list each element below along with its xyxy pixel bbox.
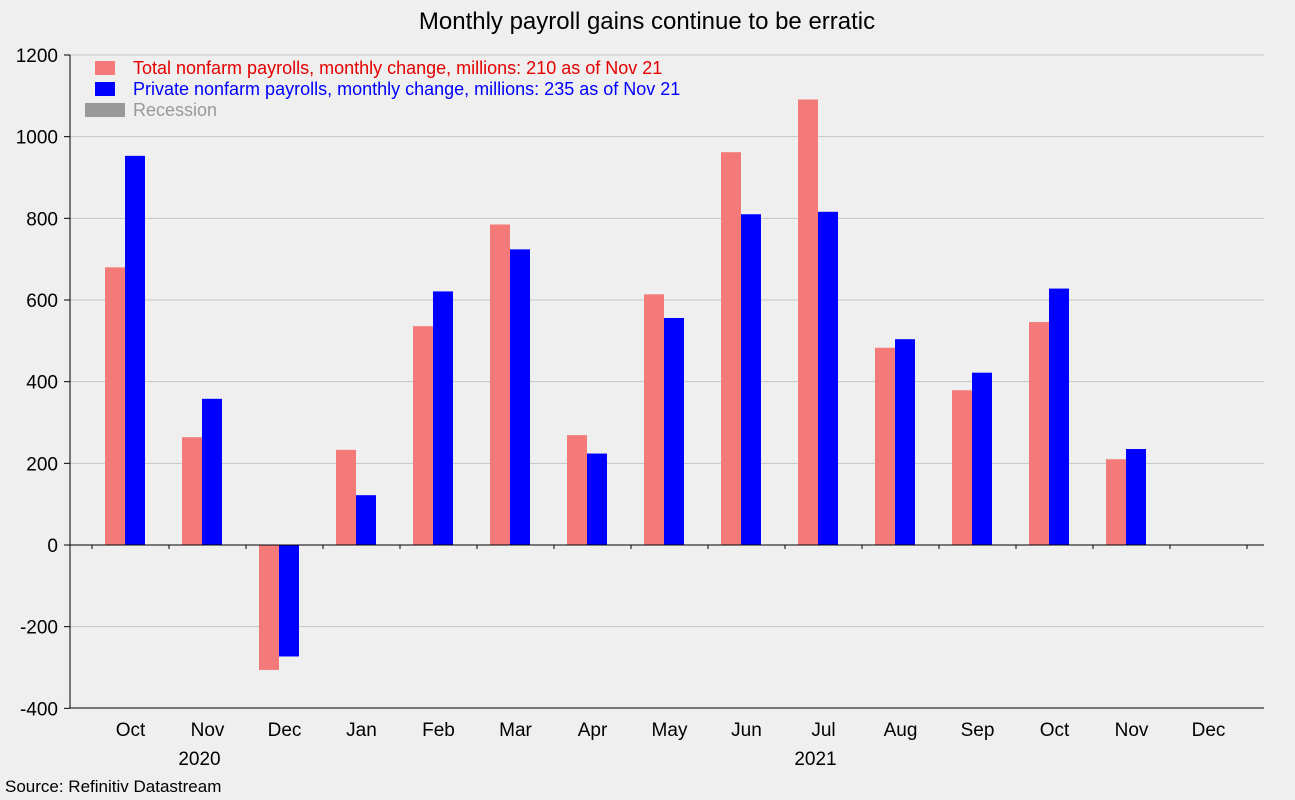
legend-label: Recession xyxy=(133,100,217,120)
bar-series-1 xyxy=(875,347,895,545)
bar-series-1 xyxy=(105,267,125,545)
x-tick-label: Nov xyxy=(1115,720,1149,741)
bar-series-1 xyxy=(490,224,510,546)
y-tick-label: -200 xyxy=(20,618,58,639)
x-tick-label: Aug xyxy=(884,720,918,741)
chart-title: Monthly payroll gains continue to be err… xyxy=(419,8,875,35)
y-tick-label: 400 xyxy=(26,373,58,394)
x-tick-label: Nov xyxy=(191,720,225,741)
bar-series-1 xyxy=(182,437,202,545)
x-tick-label: Sep xyxy=(961,720,995,741)
x-tick-label: Oct xyxy=(1040,720,1070,741)
bar-series-1 xyxy=(721,152,741,545)
bar-series-1 xyxy=(1106,459,1126,545)
legend-swatch xyxy=(95,61,115,75)
bar-series-2 xyxy=(587,453,607,545)
bar-series-2 xyxy=(356,495,376,545)
y-tick-label: 800 xyxy=(26,209,58,230)
legend: Total nonfarm payrolls, monthly change, … xyxy=(85,58,680,120)
bar-series-2 xyxy=(1126,449,1146,545)
bars xyxy=(105,99,1146,670)
bar-series-2 xyxy=(202,398,222,545)
legend-swatch xyxy=(85,103,125,117)
x-tick-label: Oct xyxy=(116,720,146,741)
bar-series-2 xyxy=(972,372,992,545)
axes: -400 -200 0 200 400 600 800 1000 1200 Oct Nov Dec Ja… xyxy=(16,46,1264,770)
legend-label: Total nonfarm payrolls, monthly change, … xyxy=(133,58,662,78)
legend-swatch xyxy=(95,82,115,96)
x-tick-label: Jul xyxy=(811,720,835,741)
bar-series-1 xyxy=(798,99,818,545)
x-tick-label: May xyxy=(652,720,688,741)
legend-label: Private nonfarm payrolls, monthly change… xyxy=(133,79,680,99)
x-tick-label: Apr xyxy=(578,720,608,741)
bar-series-2 xyxy=(125,155,145,545)
bar-series-1 xyxy=(336,449,356,545)
bar-series-1 xyxy=(259,545,279,670)
year-label: 2021 xyxy=(794,749,836,770)
x-tick-label: Dec xyxy=(1192,720,1226,741)
y-tick-label: 1200 xyxy=(16,46,58,67)
source-note: Source: Refinitiv Datastream xyxy=(5,777,221,796)
y-tick-label: 1000 xyxy=(16,128,58,149)
y-tick-label: 200 xyxy=(26,454,58,475)
y-tick-label: 600 xyxy=(26,291,58,312)
y-tick-label: -400 xyxy=(20,699,58,720)
bar-series-2 xyxy=(433,291,453,545)
bar-series-1 xyxy=(1029,322,1049,545)
bar-series-2 xyxy=(1049,288,1069,545)
x-tick-label: Mar xyxy=(499,720,532,741)
year-label: 2020 xyxy=(178,749,220,770)
bar-series-1 xyxy=(644,294,664,545)
y-tick-label: 0 xyxy=(47,536,58,557)
bar-series-2 xyxy=(741,214,761,545)
x-tick-label: Jan xyxy=(346,720,377,741)
bar-series-1 xyxy=(567,435,587,545)
bar-series-2 xyxy=(664,317,684,545)
bar-series-1 xyxy=(952,390,972,545)
x-tick-label: Jun xyxy=(731,720,762,741)
bar-series-2 xyxy=(510,249,530,545)
bar-series-1 xyxy=(413,326,433,545)
bar-series-2 xyxy=(818,211,838,546)
x-tick-label: Feb xyxy=(422,720,455,741)
x-tick-label: Dec xyxy=(268,720,302,741)
bar-series-2 xyxy=(895,339,915,545)
bar-series-2 xyxy=(279,545,299,657)
